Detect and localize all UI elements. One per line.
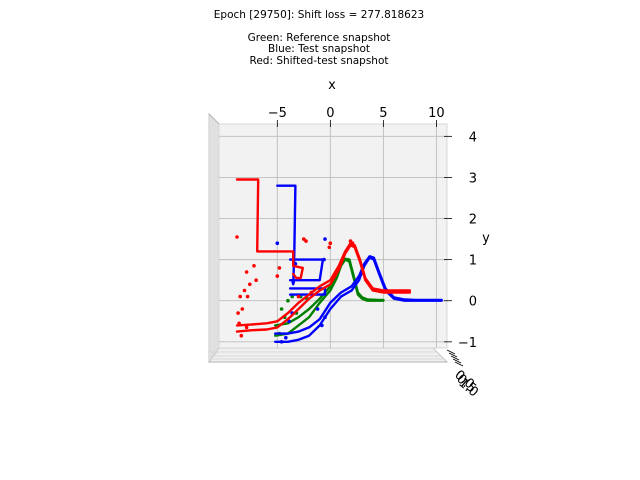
pane-left-wall bbox=[208, 112, 220, 364]
data-point bbox=[322, 257, 326, 262]
series-shifted-test-snapshot bbox=[235, 178, 412, 338]
data-point bbox=[254, 278, 258, 283]
z-tick-mark bbox=[446, 349, 456, 355]
data-point bbox=[279, 307, 284, 311]
x-tick-label: 5 bbox=[379, 106, 387, 121]
series-line bbox=[235, 244, 412, 333]
x-tick-label: 10 bbox=[428, 106, 445, 121]
data-point bbox=[244, 325, 249, 330]
x-axis-label: x bbox=[328, 78, 336, 93]
chart-title: Epoch [29750]: Shift loss = 277.818623 bbox=[214, 9, 424, 21]
y-tick-label: −1 bbox=[458, 336, 477, 351]
series-line bbox=[235, 178, 295, 267]
data-point bbox=[293, 261, 298, 266]
data-point bbox=[245, 294, 250, 299]
title-block: Epoch [29750]: Shift loss = 277.818623 G… bbox=[214, 9, 424, 67]
legend-line-shifted: Red: Shifted-test snapshot bbox=[250, 55, 389, 67]
z-axis-ticks: 0.00.51.0 bbox=[446, 349, 481, 400]
series-line bbox=[235, 242, 412, 327]
data-point bbox=[235, 235, 239, 239]
data-point bbox=[328, 241, 333, 245]
floor-hatching bbox=[211, 351, 444, 360]
z-tick-mark bbox=[448, 352, 458, 358]
series-line bbox=[276, 184, 297, 286]
y-tick-label: 4 bbox=[469, 130, 477, 145]
data-point bbox=[240, 307, 245, 311]
y-tick-label: 1 bbox=[469, 254, 477, 269]
y-axis-ticks: −1 0 1 2 3 4 bbox=[444, 130, 477, 351]
data-point bbox=[248, 282, 252, 287]
data-point bbox=[296, 294, 301, 299]
y-tick-label: 3 bbox=[469, 171, 477, 186]
y-axis-label: y bbox=[482, 231, 490, 246]
data-point bbox=[315, 307, 320, 311]
series-line bbox=[292, 264, 304, 280]
data-point bbox=[323, 237, 327, 241]
y-tick-label: 0 bbox=[469, 295, 477, 310]
x-tick-label: −5 bbox=[268, 106, 287, 121]
data-point bbox=[277, 266, 282, 270]
legend-line-reference: Green: Reference snapshot bbox=[248, 32, 391, 44]
data-point bbox=[286, 298, 290, 303]
data-point bbox=[239, 333, 244, 338]
data-point bbox=[275, 241, 280, 245]
z-tick-mark bbox=[450, 355, 460, 361]
series-line bbox=[288, 258, 325, 282]
z-tick-mark bbox=[454, 361, 464, 367]
data-point bbox=[237, 321, 241, 326]
data-point bbox=[244, 270, 249, 274]
data-point bbox=[242, 288, 247, 293]
pane-3d bbox=[208, 112, 449, 364]
pane-floor bbox=[208, 347, 449, 363]
data-point bbox=[238, 294, 242, 299]
data-point bbox=[252, 264, 256, 268]
z-tick-mark bbox=[452, 358, 462, 364]
data-point bbox=[309, 290, 314, 295]
data-point bbox=[323, 315, 327, 320]
data-series bbox=[235, 178, 443, 344]
data-point bbox=[327, 245, 332, 250]
x-tick-label: 0 bbox=[326, 106, 334, 121]
data-point bbox=[350, 241, 355, 245]
series-line bbox=[274, 255, 443, 335]
series-test-snapshot bbox=[274, 184, 443, 344]
legend-line-test: Blue: Test snapshot bbox=[268, 43, 370, 55]
y-tick-label: 2 bbox=[469, 213, 477, 228]
data-point bbox=[236, 311, 240, 315]
pane-back-wall bbox=[218, 123, 448, 349]
data-point bbox=[304, 239, 308, 243]
data-point bbox=[291, 280, 296, 285]
data-point bbox=[275, 274, 280, 278]
data-point bbox=[279, 340, 284, 344]
left-wall-hatching bbox=[210, 116, 218, 360]
data-point bbox=[320, 323, 324, 328]
x-axis-ticks: −5 0 5 10 bbox=[268, 106, 445, 127]
data-point bbox=[284, 335, 288, 340]
